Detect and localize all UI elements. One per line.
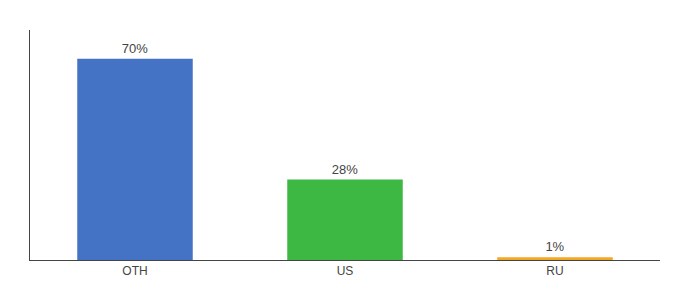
svg-text:1%: 1% bbox=[545, 239, 564, 254]
svg-text:70%: 70% bbox=[122, 41, 148, 56]
svg-text:OTH: OTH bbox=[122, 264, 147, 278]
svg-text:RU: RU bbox=[546, 264, 563, 278]
svg-text:28%: 28% bbox=[332, 162, 358, 177]
svg-text:US: US bbox=[337, 264, 354, 278]
